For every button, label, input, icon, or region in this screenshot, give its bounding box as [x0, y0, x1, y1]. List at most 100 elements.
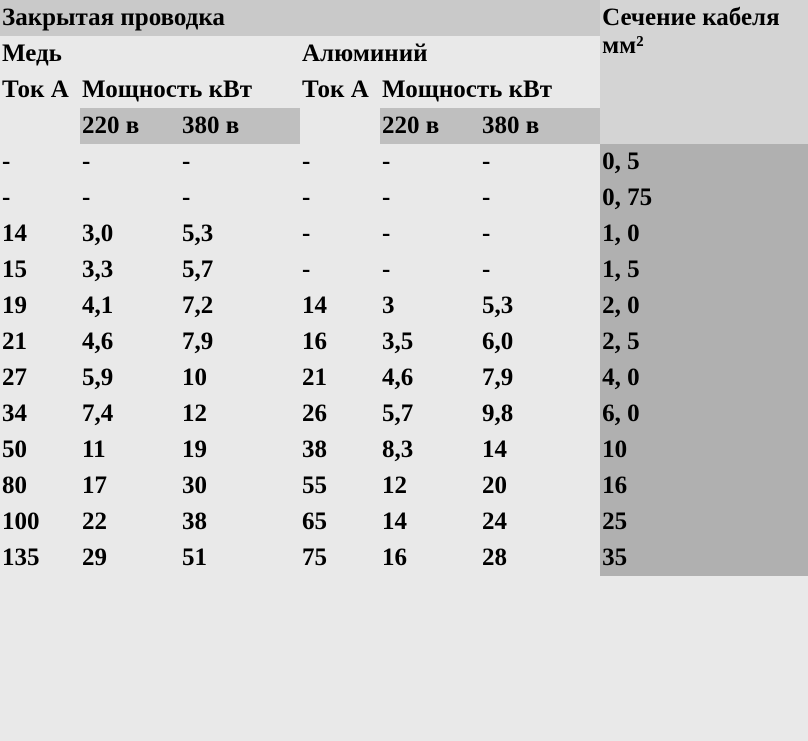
cell-al-380: 5,3: [480, 288, 600, 324]
cell-al-220: -: [380, 252, 480, 288]
cell-cu-220: 17: [80, 468, 180, 504]
cell-al-current: -: [300, 216, 380, 252]
table-row: 153,35,7---1, 5: [0, 252, 808, 288]
table-row: ------0, 75: [0, 180, 808, 216]
cell-cu-380: -: [180, 180, 300, 216]
cell-al-220: 8,3: [380, 432, 480, 468]
cell-al-380: 14: [480, 432, 600, 468]
table-row: 194,17,21435,32, 0: [0, 288, 808, 324]
cell-cu-380: 10: [180, 360, 300, 396]
table-row: 135295175162835: [0, 540, 808, 576]
cell-al-current: 38: [300, 432, 380, 468]
cell-cu-current: 135: [0, 540, 80, 576]
header-copper: Медь: [0, 36, 300, 72]
cell-section: 0, 5: [600, 144, 808, 180]
cell-cu-220: 7,4: [80, 396, 180, 432]
cable-table: Закрытая проводка Сечение кабеля мм² Мед…: [0, 0, 808, 576]
cell-cu-current: 80: [0, 468, 80, 504]
cell-al-220: -: [380, 144, 480, 180]
cell-cu-current: 100: [0, 504, 80, 540]
cell-section: 2, 0: [600, 288, 808, 324]
cell-al-current: 16: [300, 324, 380, 360]
cell-section: 16: [600, 468, 808, 504]
header-cu-power: Мощность кВт: [80, 72, 300, 108]
cell-cu-220: 3,3: [80, 252, 180, 288]
cell-cu-current: 50: [0, 432, 80, 468]
cell-cu-380: 51: [180, 540, 300, 576]
cell-al-current: 65: [300, 504, 380, 540]
cell-cu-220: -: [80, 180, 180, 216]
header-al-380: 380 в: [480, 108, 600, 144]
header-cu-220: 220 в: [80, 108, 180, 144]
cell-al-380: 9,8: [480, 396, 600, 432]
cell-cu-380: 7,2: [180, 288, 300, 324]
cell-al-380: -: [480, 216, 600, 252]
cell-cu-220: 29: [80, 540, 180, 576]
table-row: 501119388,31410: [0, 432, 808, 468]
cell-cu-380: -: [180, 144, 300, 180]
cell-al-current: -: [300, 180, 380, 216]
cell-al-current: 75: [300, 540, 380, 576]
cell-cu-380: 7,9: [180, 324, 300, 360]
header-al-current: Ток А: [300, 72, 380, 108]
cell-section: 1, 5: [600, 252, 808, 288]
cell-section: 0, 75: [600, 180, 808, 216]
cell-al-220: 4,6: [380, 360, 480, 396]
cell-cu-220: 22: [80, 504, 180, 540]
cell-al-220: 5,7: [380, 396, 480, 432]
cell-al-220: -: [380, 216, 480, 252]
cell-al-380: -: [480, 180, 600, 216]
table-row: 80173055122016: [0, 468, 808, 504]
cell-al-220: 16: [380, 540, 480, 576]
cell-section: 1, 0: [600, 216, 808, 252]
cell-cu-380: 5,3: [180, 216, 300, 252]
cell-cu-current: 27: [0, 360, 80, 396]
cell-section: 2, 5: [600, 324, 808, 360]
cell-section: 35: [600, 540, 808, 576]
cell-al-current: 21: [300, 360, 380, 396]
cell-cu-220: 11: [80, 432, 180, 468]
cell-cu-380: 30: [180, 468, 300, 504]
cell-cu-current: -: [0, 180, 80, 216]
header-cu-current: Ток А: [0, 72, 80, 108]
cell-cu-current: 14: [0, 216, 80, 252]
table-row: 275,910214,67,94, 0: [0, 360, 808, 396]
cell-al-220: 3: [380, 288, 480, 324]
header-al-220: 220 в: [380, 108, 480, 144]
cell-cu-220: -: [80, 144, 180, 180]
blank: [300, 108, 380, 144]
header-section: Сечение кабеля мм²: [600, 0, 808, 144]
cell-al-380: 20: [480, 468, 600, 504]
cell-cu-current: 21: [0, 324, 80, 360]
cell-al-380: 28: [480, 540, 600, 576]
cell-cu-380: 12: [180, 396, 300, 432]
cell-cu-current: 34: [0, 396, 80, 432]
cell-al-380: 6,0: [480, 324, 600, 360]
cell-cu-current: -: [0, 144, 80, 180]
table-row: ------0, 5: [0, 144, 808, 180]
cell-cu-220: 5,9: [80, 360, 180, 396]
header-main: Закрытая проводка: [0, 0, 600, 36]
cell-al-380: 24: [480, 504, 600, 540]
cell-cu-380: 38: [180, 504, 300, 540]
cell-al-current: 14: [300, 288, 380, 324]
cell-al-380: -: [480, 144, 600, 180]
cell-al-current: -: [300, 144, 380, 180]
table-row: 214,67,9163,56,02, 5: [0, 324, 808, 360]
cell-al-220: 14: [380, 504, 480, 540]
cell-al-220: -: [380, 180, 480, 216]
cell-section: 6, 0: [600, 396, 808, 432]
table-row: 143,05,3---1, 0: [0, 216, 808, 252]
header-cu-380: 380 в: [180, 108, 300, 144]
cell-cu-current: 15: [0, 252, 80, 288]
table-row: 100223865142425: [0, 504, 808, 540]
cell-al-220: 3,5: [380, 324, 480, 360]
cell-section: 4, 0: [600, 360, 808, 396]
cell-cu-220: 3,0: [80, 216, 180, 252]
blank: [0, 108, 80, 144]
cell-cu-220: 4,6: [80, 324, 180, 360]
table-row: 347,412265,79,86, 0: [0, 396, 808, 432]
cell-cu-220: 4,1: [80, 288, 180, 324]
cell-cu-current: 19: [0, 288, 80, 324]
cell-al-current: 55: [300, 468, 380, 504]
